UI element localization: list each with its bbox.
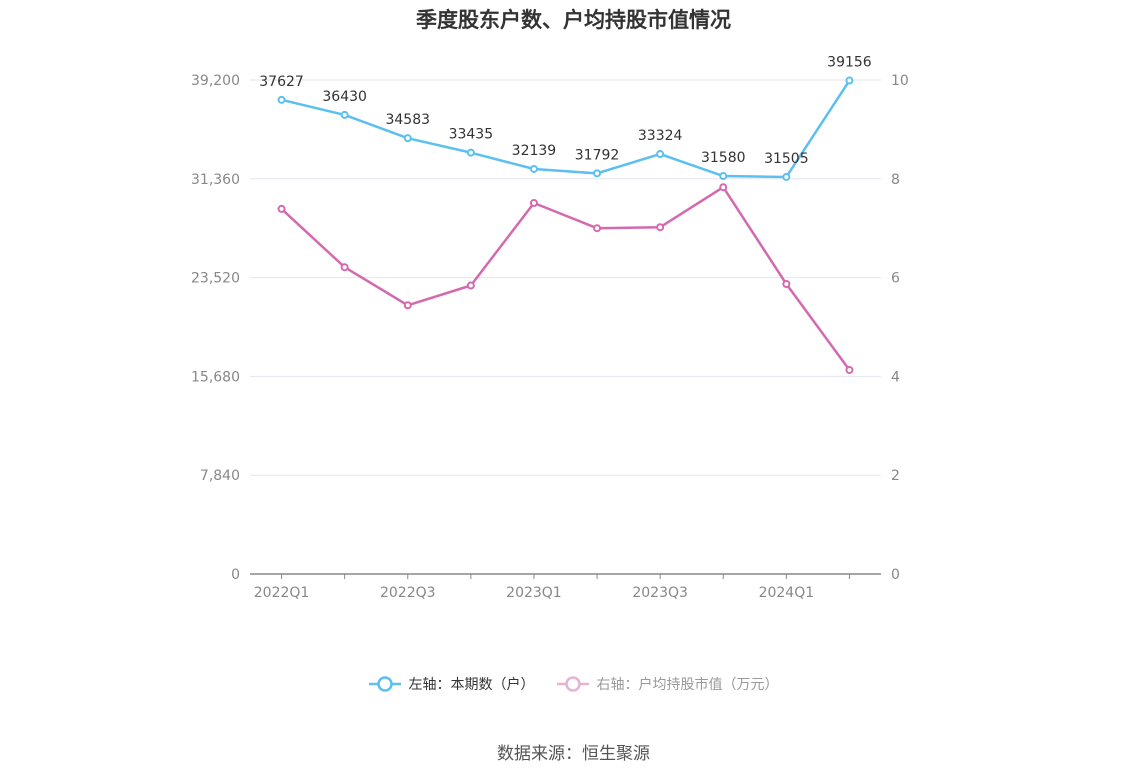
data-point-holders xyxy=(529,164,538,173)
data-point-holders xyxy=(593,169,602,178)
legend-item-holders[interactable]: 左轴：本期数（户） xyxy=(368,674,535,694)
y-left-tick-label: 0 xyxy=(231,567,240,583)
y-left-tick-label: 7,840 xyxy=(200,468,240,484)
data-label: 33435 xyxy=(449,127,494,143)
data-point-holders xyxy=(845,76,854,85)
x-tick-label: 2022Q1 xyxy=(254,585,310,601)
legend: 左轴：本期数（户） 右轴：户均持股市值（万元） xyxy=(0,674,1147,694)
data-point-value xyxy=(845,365,854,374)
x-tick-label: 2023Q1 xyxy=(506,585,562,601)
data-point-value xyxy=(782,280,791,289)
y-right-tick-label: 4 xyxy=(891,369,900,385)
y-right-tick-label: 8 xyxy=(891,172,900,188)
data-point-value xyxy=(466,281,475,290)
data-point-value xyxy=(656,223,665,232)
series-line-holders xyxy=(281,79,851,179)
data-label: 39156 xyxy=(827,55,872,71)
series-line-value xyxy=(280,185,851,371)
x-tick-label: 2023Q3 xyxy=(632,585,688,601)
source-note: 数据来源：恒生聚源 xyxy=(497,744,650,764)
y-left-tick-label: 31,360 xyxy=(191,172,240,188)
legend-label-holders: 左轴：本期数（户） xyxy=(408,677,535,693)
data-label: 33324 xyxy=(638,128,683,144)
data-point-holders xyxy=(340,110,349,119)
data-label: 31580 xyxy=(701,150,746,166)
data-point-holders xyxy=(466,148,475,157)
y-left-tick-label: 23,520 xyxy=(191,271,240,287)
data-label: 36430 xyxy=(322,89,367,105)
data-point-value xyxy=(529,199,538,208)
x-tick-label: 2024Q1 xyxy=(759,585,815,601)
data-point-holders xyxy=(782,172,791,181)
y-right-tick-label: 2 xyxy=(891,468,900,484)
data-point-value xyxy=(277,204,286,213)
data-label: 31505 xyxy=(764,151,809,167)
data-point-value xyxy=(719,183,728,192)
legend-label-value: 右轴：户均持股市值（万元） xyxy=(596,677,779,693)
data-label: 31792 xyxy=(575,147,620,163)
y-right-tick-label: 0 xyxy=(891,567,900,583)
legend-line-circle-icon xyxy=(368,676,401,692)
data-point-value xyxy=(340,263,349,272)
data-point-value xyxy=(403,301,412,310)
data-point-holders xyxy=(403,134,412,143)
data-point-value xyxy=(593,224,602,233)
y-left-tick-label: 15,680 xyxy=(191,369,240,385)
data-label: 34583 xyxy=(385,112,430,128)
data-point-holders xyxy=(656,150,665,159)
y-left-tick-label: 39,200 xyxy=(191,73,240,89)
legend-item-value[interactable]: 右轴：户均持股市值（万元） xyxy=(556,674,779,694)
y-right-tick-label: 6 xyxy=(891,271,900,287)
legend-line-circle-icon xyxy=(556,676,589,692)
data-label: 37627 xyxy=(259,74,304,90)
y-right-tick-label: 10 xyxy=(891,73,909,89)
data-label: 32139 xyxy=(512,143,557,159)
data-point-holders xyxy=(719,172,728,181)
data-point-holders xyxy=(277,95,286,104)
chart-title: 季度股东户数、户均持股市值情况 xyxy=(416,8,731,32)
x-tick-label: 2022Q3 xyxy=(380,585,436,601)
